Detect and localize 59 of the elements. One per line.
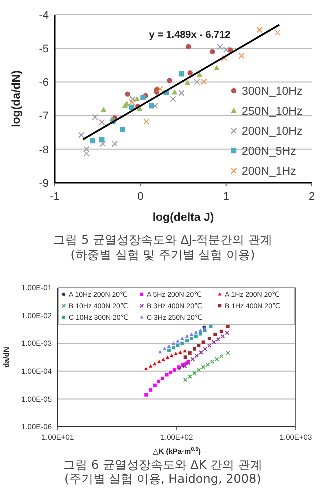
point	[92, 114, 98, 121]
x-tick-label: -1	[50, 191, 60, 203]
annotation: y = 1.489x - 6.712	[149, 30, 232, 41]
point	[112, 140, 118, 148]
y-tick-label: -4	[39, 10, 49, 22]
point	[172, 89, 178, 95]
point	[134, 96, 140, 102]
y-tick-label: -7	[39, 110, 49, 123]
point	[152, 102, 158, 110]
point	[179, 72, 184, 77]
point	[130, 96, 136, 102]
point	[84, 150, 90, 157]
point	[90, 138, 96, 144]
point	[238, 52, 245, 60]
point	[120, 126, 126, 132]
caption: 그림 6 균열성장속도와 ΔK 간의 관계	[64, 458, 262, 472]
x-tick-label: 0	[138, 191, 144, 203]
point	[200, 78, 208, 85]
y-axis-title: log(da/dN)	[11, 70, 23, 128]
point	[214, 65, 220, 71]
text: (하중별 실험 및 주기별 실험 이용)	[70, 248, 256, 262]
point	[99, 119, 106, 126]
legend-label: 300N_10Hz	[242, 86, 303, 98]
y-tick-label: -6	[39, 77, 49, 90]
y-tick-label: -8	[39, 144, 49, 156]
legend-label: 200N_5Hz	[242, 146, 297, 158]
point	[84, 146, 90, 152]
point	[188, 70, 193, 76]
legend-label: 250N_10Hz	[242, 106, 303, 118]
point	[274, 30, 281, 36]
x-tick-label: 1	[223, 191, 230, 203]
point	[144, 118, 150, 125]
point	[184, 80, 191, 86]
point	[194, 79, 200, 86]
text: (주기별 실험 이용, Haidong, 2008)	[64, 472, 262, 486]
point	[100, 140, 106, 148]
point	[170, 96, 176, 102]
point	[78, 132, 85, 138]
x-axis-title: log(delta J)	[152, 212, 214, 224]
point	[222, 55, 228, 62]
x-tick-label: 2	[308, 191, 316, 203]
caption: 그림 5 균열성장속도와 ΔJ-적분간의 관계	[54, 233, 272, 247]
y-tick-label: -5	[39, 43, 49, 56]
point	[167, 78, 172, 84]
point	[178, 90, 185, 96]
legend-label: 200N_1Hz	[242, 166, 297, 178]
point	[256, 27, 263, 34]
legend-label: 200N_10Hz	[242, 126, 303, 138]
point	[210, 49, 216, 55]
point	[196, 72, 203, 78]
point	[125, 92, 130, 97]
y-tick-label: -9	[39, 178, 49, 190]
point	[100, 106, 107, 112]
point	[100, 137, 105, 143]
point	[157, 86, 164, 92]
point	[129, 99, 136, 106]
point	[149, 103, 154, 109]
point	[140, 95, 146, 100]
point	[186, 44, 192, 50]
